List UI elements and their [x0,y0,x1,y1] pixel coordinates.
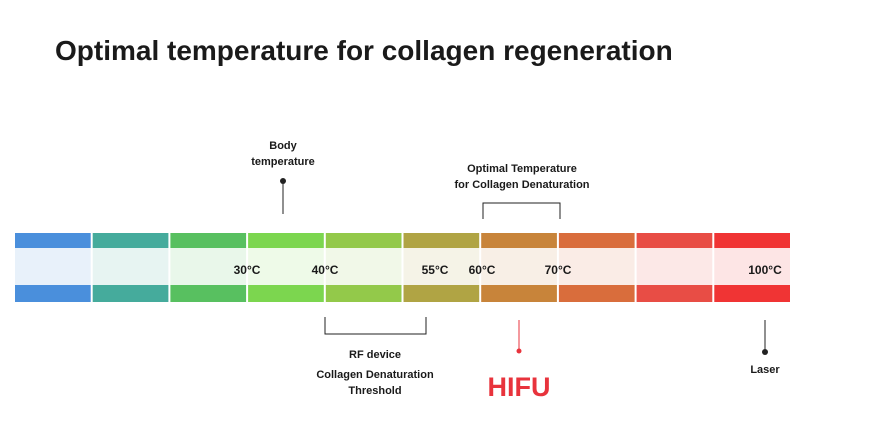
segment-bottom [636,285,713,302]
title: Optimal temperature for collagen regener… [55,35,673,66]
segment-bottom [481,285,557,302]
scale-label: 30°C [234,263,261,277]
annotation-text: for Collagen Denaturation [454,179,589,191]
annotation-text: Laser [750,364,780,376]
segment-top [403,233,480,248]
segment-bottom [248,285,324,302]
segment-top [248,233,324,248]
scale-label: 60°C [469,263,496,277]
segment-middle [636,248,713,285]
segment-bottom [558,285,635,302]
annotation-text: temperature [251,156,315,168]
segment-middle [248,248,324,285]
bracket [482,202,561,219]
pointer-dot [516,348,522,354]
scale-label: 40°C [312,263,339,277]
scale-label: 70°C [545,263,572,277]
bracket [324,317,427,335]
segment-bottom [403,285,480,302]
segment-top [558,233,635,248]
segment-top [325,233,402,248]
segment-bottom [325,285,402,302]
annotation-text: RF device [349,349,401,361]
scale-label: 100°C [748,263,782,277]
segment-middle [403,248,480,285]
annotation-text: Optimal Temperature [467,163,577,175]
segment-bottom [170,285,247,302]
segment-middle [92,248,169,285]
segment-top [92,233,169,248]
segment-bottom [15,285,91,302]
hifu-label: HIFU [488,372,551,402]
pointer-dot [762,349,768,355]
segment-bottom [714,285,790,302]
temperature-bar: 30°C 40°C 55°C 60°C 70°C 100°C [15,233,790,302]
segment-top [636,233,713,248]
segment-middle [481,248,557,285]
segment-bottom [92,285,169,302]
segment-middle [170,248,247,285]
segment-middle [15,248,91,285]
annotation-text: Collagen Denaturation [316,369,434,381]
segment-middle [714,248,790,285]
segment-middle [325,248,402,285]
segment-top [481,233,557,248]
segment-top [15,233,91,248]
annotation-text: Threshold [348,385,401,397]
annotation-text: Body [269,140,297,152]
segment-top [714,233,790,248]
scale-label: 55°C [422,263,449,277]
segment-middle [558,248,635,285]
segment-top [170,233,247,248]
